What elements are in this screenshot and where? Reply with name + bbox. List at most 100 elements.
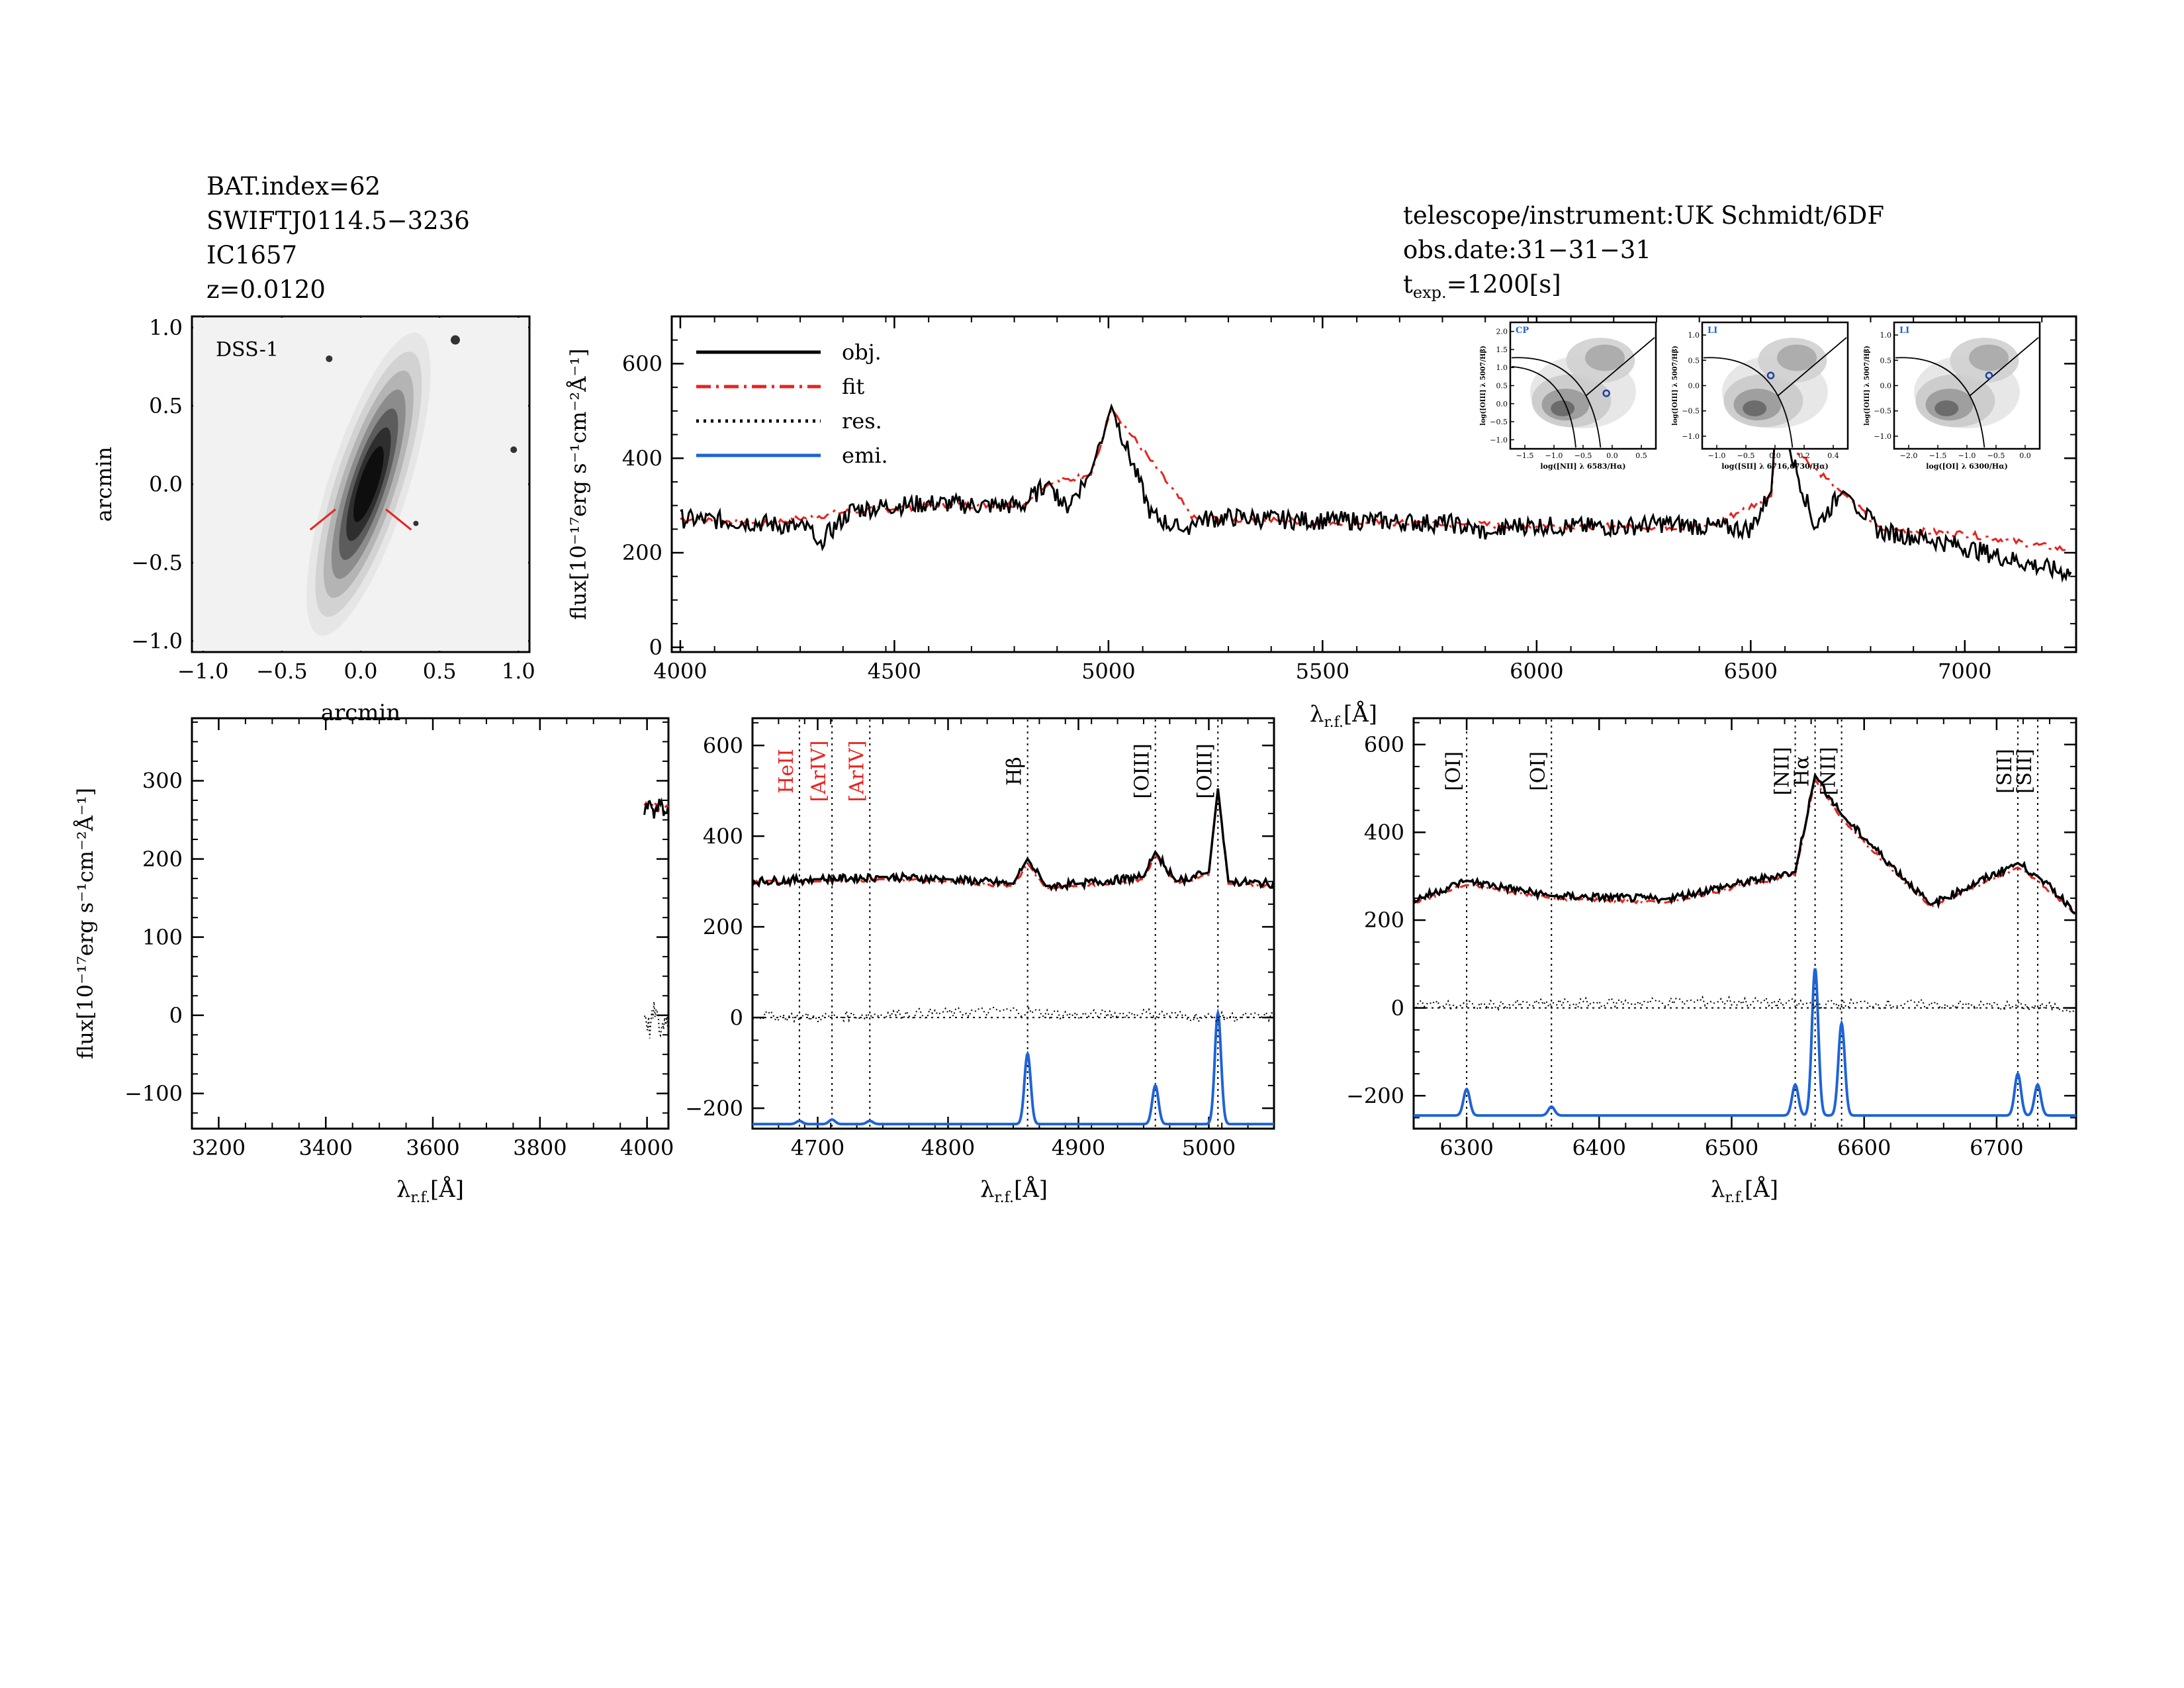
- instrument: telescope/instrument:UK Schmidt/6DF: [1403, 201, 1885, 230]
- object-marker: [1766, 371, 1775, 379]
- star: [413, 520, 419, 526]
- x-tick-label: 4800: [921, 1135, 975, 1160]
- inset-y-tick-label: −1.0: [1490, 436, 1508, 444]
- x-tick-label: 5000: [1182, 1135, 1236, 1160]
- y-tick-label: 1.0: [149, 315, 183, 340]
- x-tick-label: 6700: [1970, 1135, 2023, 1160]
- demarcation-curve: [1511, 357, 1602, 448]
- legend: obj. fit res. emi.: [696, 340, 888, 468]
- inset-x-tick-label: 0.0: [1606, 451, 1618, 460]
- x-axis-label-unit: [Å]: [1014, 1176, 1048, 1203]
- density-contour: [1551, 400, 1575, 416]
- star: [510, 446, 518, 453]
- legend-label: fit: [842, 374, 864, 399]
- bpt-inset: LI−2.0 −1.5 −1.0 −0.5 0.01.00.50.0−0.5−1.0lo…: [1864, 321, 2041, 471]
- obs-date: obs.date:31−31−31: [1403, 236, 1651, 264]
- res-series-line: [1413, 995, 2077, 1013]
- legend-label: obj.: [842, 340, 882, 365]
- demarcation-curve: [1895, 357, 1985, 448]
- res-series-line: [643, 1002, 669, 1039]
- x-tick-label: 3800: [513, 1135, 567, 1160]
- x-tick-label: 3600: [406, 1135, 459, 1160]
- line-label: [OI]: [1527, 751, 1550, 791]
- x-axis-label-lambda: λ: [1310, 701, 1324, 727]
- inset-y-tick-label: 0.0: [1688, 382, 1700, 391]
- x-tick-label: 4000: [653, 659, 707, 684]
- inset-y-tick-label: 2.0: [1496, 328, 1508, 336]
- y-tick-label: −100: [124, 1081, 183, 1106]
- plot-frame-top: [191, 315, 531, 653]
- demarcation-curve: [1703, 357, 1794, 448]
- x-tick-label: 4000: [620, 1135, 674, 1160]
- y-tick-label: −200: [1346, 1083, 1404, 1108]
- y-tick-label: 600: [622, 352, 662, 377]
- y-tick-label: −200: [685, 1096, 743, 1121]
- x-axis-label-unit: [Å]: [1343, 700, 1377, 727]
- y-tick-label: 400: [622, 445, 662, 471]
- inset-y-tick-label: 1.0: [1688, 331, 1700, 340]
- galaxy-name: IC1657: [206, 241, 298, 269]
- x-axis-label-unit: [Å]: [430, 1176, 464, 1203]
- inset-y-tick-label: 1.0: [1496, 363, 1508, 372]
- demarcation-curve-2: [1511, 365, 1576, 448]
- obj-series-line: [751, 788, 1275, 892]
- inset-x-tick-label: −1.0: [1708, 451, 1726, 460]
- bat-index: BAT.index=62: [206, 172, 381, 201]
- legend-label: res.: [842, 408, 882, 434]
- fit-series-line: [680, 401, 2070, 553]
- x-tick-label: 4700: [791, 1135, 844, 1160]
- line-label: [OIII]: [1131, 743, 1154, 799]
- bpt-inset: LI−1.0 −0.5 0.0 0.2 0.41.00.50.0−0.5−1.0log(…: [1672, 321, 1849, 471]
- x-tick-label: 6500: [1724, 659, 1778, 684]
- inset-x-tick-label: −0.5: [1737, 451, 1755, 460]
- x-axis-label: λr.f.[Å]: [980, 1176, 1048, 1206]
- inset-y-tick-label: −0.5: [1490, 418, 1508, 426]
- inset-y-tick-label: −0.5: [1874, 407, 1891, 416]
- x-axis-label-unit: [Å]: [1745, 1176, 1778, 1203]
- x-axis-label: λr.f.[Å]: [1310, 700, 1377, 731]
- x-tick-label: 3400: [299, 1135, 353, 1160]
- x-tick-label: 3200: [192, 1135, 246, 1160]
- x-axis-label: λr.f.[Å]: [1711, 1176, 1778, 1206]
- full-spectrum-panel: 4000 4500 5000 5500 6000 6500 7000 0 200 400 600 ob…: [566, 315, 2077, 731]
- inset-x-tick-label: −1.5: [1929, 451, 1947, 460]
- inset-x-tick-label: 0.5: [1635, 451, 1647, 460]
- x-axis-label-sub: r.f.: [1324, 714, 1343, 731]
- y-axis-label: flux[10⁻¹⁷erg s⁻¹cm⁻²Å⁻¹]: [566, 348, 591, 620]
- seyfert-liner-line: [1777, 337, 1847, 397]
- y-tick-label: 600: [1364, 732, 1404, 757]
- inset-y-tick-label: 0.0: [1880, 382, 1892, 391]
- inset-class-label: CP: [1516, 326, 1529, 336]
- x-tick-label: −1.0: [177, 659, 229, 684]
- inset-class-label: LI: [1707, 326, 1717, 336]
- density-contour: [1585, 344, 1625, 371]
- inset-x-tick-label: 0.2: [1798, 451, 1810, 460]
- x-axis-label-sub: r.f.: [411, 1190, 430, 1206]
- line-label: [NII]: [1817, 747, 1841, 795]
- y-tick-label: 400: [703, 823, 743, 849]
- y-tick-label: 100: [142, 925, 183, 950]
- exposure-time: texp.=1200[s]: [1403, 270, 1561, 302]
- inset-x-label: log([OI] λ 6300/Hα): [1926, 462, 2008, 471]
- fit-series-line: [752, 790, 1273, 890]
- y-tick-label: −0.5: [131, 550, 183, 575]
- density-contour: [1777, 344, 1817, 371]
- x-tick-label: 4500: [868, 659, 921, 684]
- y-tick-label: 300: [142, 769, 183, 794]
- line-label: [SII]: [2013, 749, 2036, 794]
- obj-series-line: [643, 797, 669, 819]
- inset-y-tick-label: 0.0: [1496, 400, 1508, 408]
- x-tick-label: 0.0: [344, 659, 378, 684]
- x-tick-label: 4900: [1052, 1135, 1105, 1160]
- density-contour: [1934, 400, 1959, 416]
- inset-y-tick-label: 1.0: [1880, 331, 1892, 340]
- x-axis-label-lambda: λ: [1711, 1176, 1725, 1203]
- bpt-inset: CP −1.5 −1.0 −0.5 0.0 0.5 2.0 1.5 1.0 0.5 0.0 −0.5 −…: [1480, 321, 1657, 471]
- legend-label: emi.: [842, 443, 888, 468]
- redshift: z=0.0120: [206, 275, 326, 304]
- line-label: [ArIV]: [807, 741, 831, 802]
- x-tick-label: 0.5: [423, 659, 457, 684]
- fit-series-line: [1413, 776, 2076, 914]
- inset-x-tick-label: −1.5: [1516, 451, 1534, 460]
